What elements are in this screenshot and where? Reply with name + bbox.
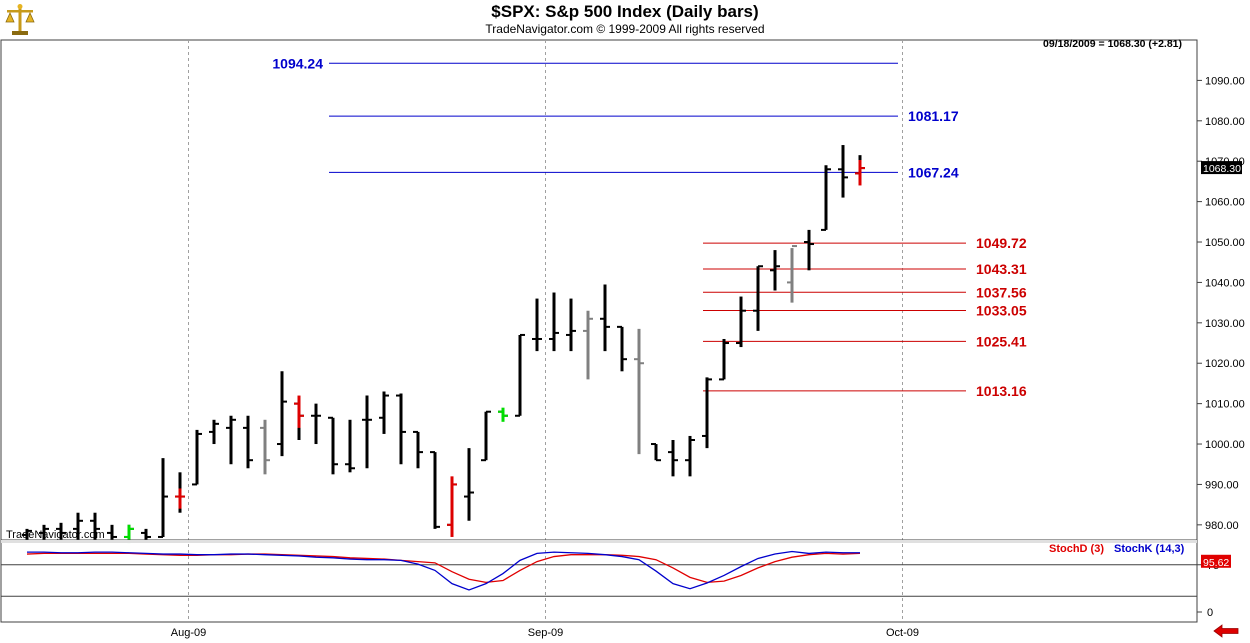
ohlc-bar	[345, 419, 355, 473]
price-panel	[0, 39, 1198, 542]
ohlc-bar	[617, 325, 627, 372]
ohlc-bar	[549, 292, 559, 352]
level-label: 1043.31	[976, 261, 1027, 277]
month-label: Oct-09	[886, 627, 919, 639]
legend-stochd: StochD (3)	[1049, 543, 1104, 555]
date-axis: Aug-09 Sep-09 Oct-09	[171, 627, 919, 639]
ohlc-bar	[107, 524, 117, 541]
stoch-series-line	[26, 552, 861, 584]
ohlc-bar	[515, 333, 525, 417]
ohlc-bar	[770, 250, 780, 291]
level-label: 1094.24	[272, 55, 323, 71]
ohlc-bar	[90, 512, 100, 541]
level-label: 1037.56	[976, 284, 1027, 300]
panel-divider-band	[1, 540, 1197, 543]
stochastic-panel	[0, 540, 1198, 623]
ohlc-bar	[413, 430, 423, 469]
level-label: 1081.17	[908, 108, 959, 124]
stochastic-lines: 075	[1, 550, 1219, 619]
ohlc-bar	[277, 371, 287, 457]
ohlc-bar	[685, 435, 695, 477]
ohlc-bar	[209, 419, 219, 445]
ohlc-bar	[634, 328, 644, 455]
stoch-series-line	[27, 550, 860, 591]
ohlc-bar	[294, 395, 304, 440]
stoch-last-value-box	[1201, 554, 1231, 568]
last-price-label: 1068.30	[1203, 163, 1241, 175]
ohlc-bar	[141, 528, 151, 541]
ohlc-bar	[838, 145, 848, 198]
price-tick-label: 1050.00	[1205, 237, 1245, 249]
stoch-tick-label: 0	[1207, 607, 1213, 619]
ohlc-bar	[56, 522, 66, 541]
ohlc-bar	[702, 377, 712, 449]
price-tick-label: 1060.00	[1205, 197, 1245, 209]
ohlc-bar	[804, 229, 814, 271]
copyright-text: TradeNavigator.com © 1999-2009 All right…	[485, 22, 765, 36]
ohlc-bar	[260, 419, 270, 475]
price-tick-label: 1000.00	[1205, 439, 1245, 451]
price-tick-label: 1020.00	[1205, 358, 1245, 370]
ohlc-bar	[430, 451, 440, 529]
ohlc-bar	[498, 407, 508, 422]
left-arrow-icon[interactable]	[1213, 624, 1239, 638]
scales-logo-icon	[5, 4, 35, 35]
ohlc-bar	[668, 439, 678, 477]
ohlc-bar	[243, 415, 253, 469]
ohlc-bar	[175, 472, 185, 513]
level-label: 1013.16	[976, 383, 1027, 399]
price-tick-label: 1090.00	[1205, 75, 1245, 87]
ohlc-bar	[124, 524, 134, 544]
ohlc-bar	[753, 265, 763, 331]
grid-lines	[188, 40, 903, 622]
last-price-box	[1201, 161, 1242, 175]
price-bars	[22, 145, 865, 544]
price-axis: 980.00 990.00 1000.00 1010.00 1020.00 1030.00…	[1196, 40, 1245, 622]
ohlc-bar	[583, 310, 593, 380]
ohlc-bar	[396, 393, 406, 465]
ohlc-bar	[464, 448, 474, 521]
level-label: 1025.41	[976, 333, 1027, 349]
fib-level-lines: 1094.24 1081.17 1067.24 1049.72 1043.31 1037.…	[272, 55, 1026, 399]
chart-header: $SPX: S&p 500 Index (Daily bars) TradeNa…	[0, 0, 1250, 40]
price-tick-label: 980.00	[1205, 520, 1239, 532]
ohlc-bar	[566, 298, 576, 352]
price-tick-label: 1040.00	[1205, 277, 1245, 289]
ohlc-bar	[73, 512, 83, 541]
month-label: Aug-09	[171, 627, 206, 639]
ohlc-bar	[651, 443, 661, 462]
ohlc-bar	[600, 284, 610, 352]
price-tick-label: 1080.00	[1205, 116, 1245, 128]
level-label: 1067.24	[908, 164, 959, 180]
ohlc-bar	[158, 458, 168, 538]
ohlc-bar	[22, 528, 32, 541]
ohlc-bar	[532, 298, 542, 352]
last-price-info: 09/18/2009 = 1068.30 (+2.81)	[1043, 38, 1182, 50]
ohlc-bar	[379, 391, 389, 434]
ohlc-bar	[39, 524, 49, 541]
ohlc-bar	[719, 338, 729, 381]
price-tick-label: 990.00	[1205, 479, 1239, 491]
ohlc-bar	[328, 416, 338, 475]
price-tick-label: 1030.00	[1205, 318, 1245, 330]
ohlc-bar	[192, 429, 202, 486]
watermark: TradeNavigator.com	[6, 529, 105, 541]
ohlc-bar	[821, 165, 831, 231]
ohlc-bar	[311, 403, 321, 445]
level-label: 1049.72	[976, 235, 1027, 251]
month-label: Sep-09	[528, 627, 563, 639]
ohlc-bar	[362, 395, 372, 469]
legend-stochk: StochK (14,3)	[1114, 543, 1185, 555]
ohlc-bar	[736, 296, 746, 348]
ohlc-bar	[787, 245, 797, 303]
ohlc-bar	[447, 476, 457, 537]
ohlc-bar	[226, 415, 236, 465]
ohlc-bar	[481, 410, 491, 462]
price-tick-label: 1010.00	[1205, 399, 1245, 411]
chart-title: $SPX: S&p 500 Index (Daily bars)	[491, 2, 759, 21]
ohlc-bar	[855, 155, 865, 186]
stoch-last-value: 95.62	[1203, 557, 1229, 569]
level-label: 1033.05	[976, 302, 1027, 318]
